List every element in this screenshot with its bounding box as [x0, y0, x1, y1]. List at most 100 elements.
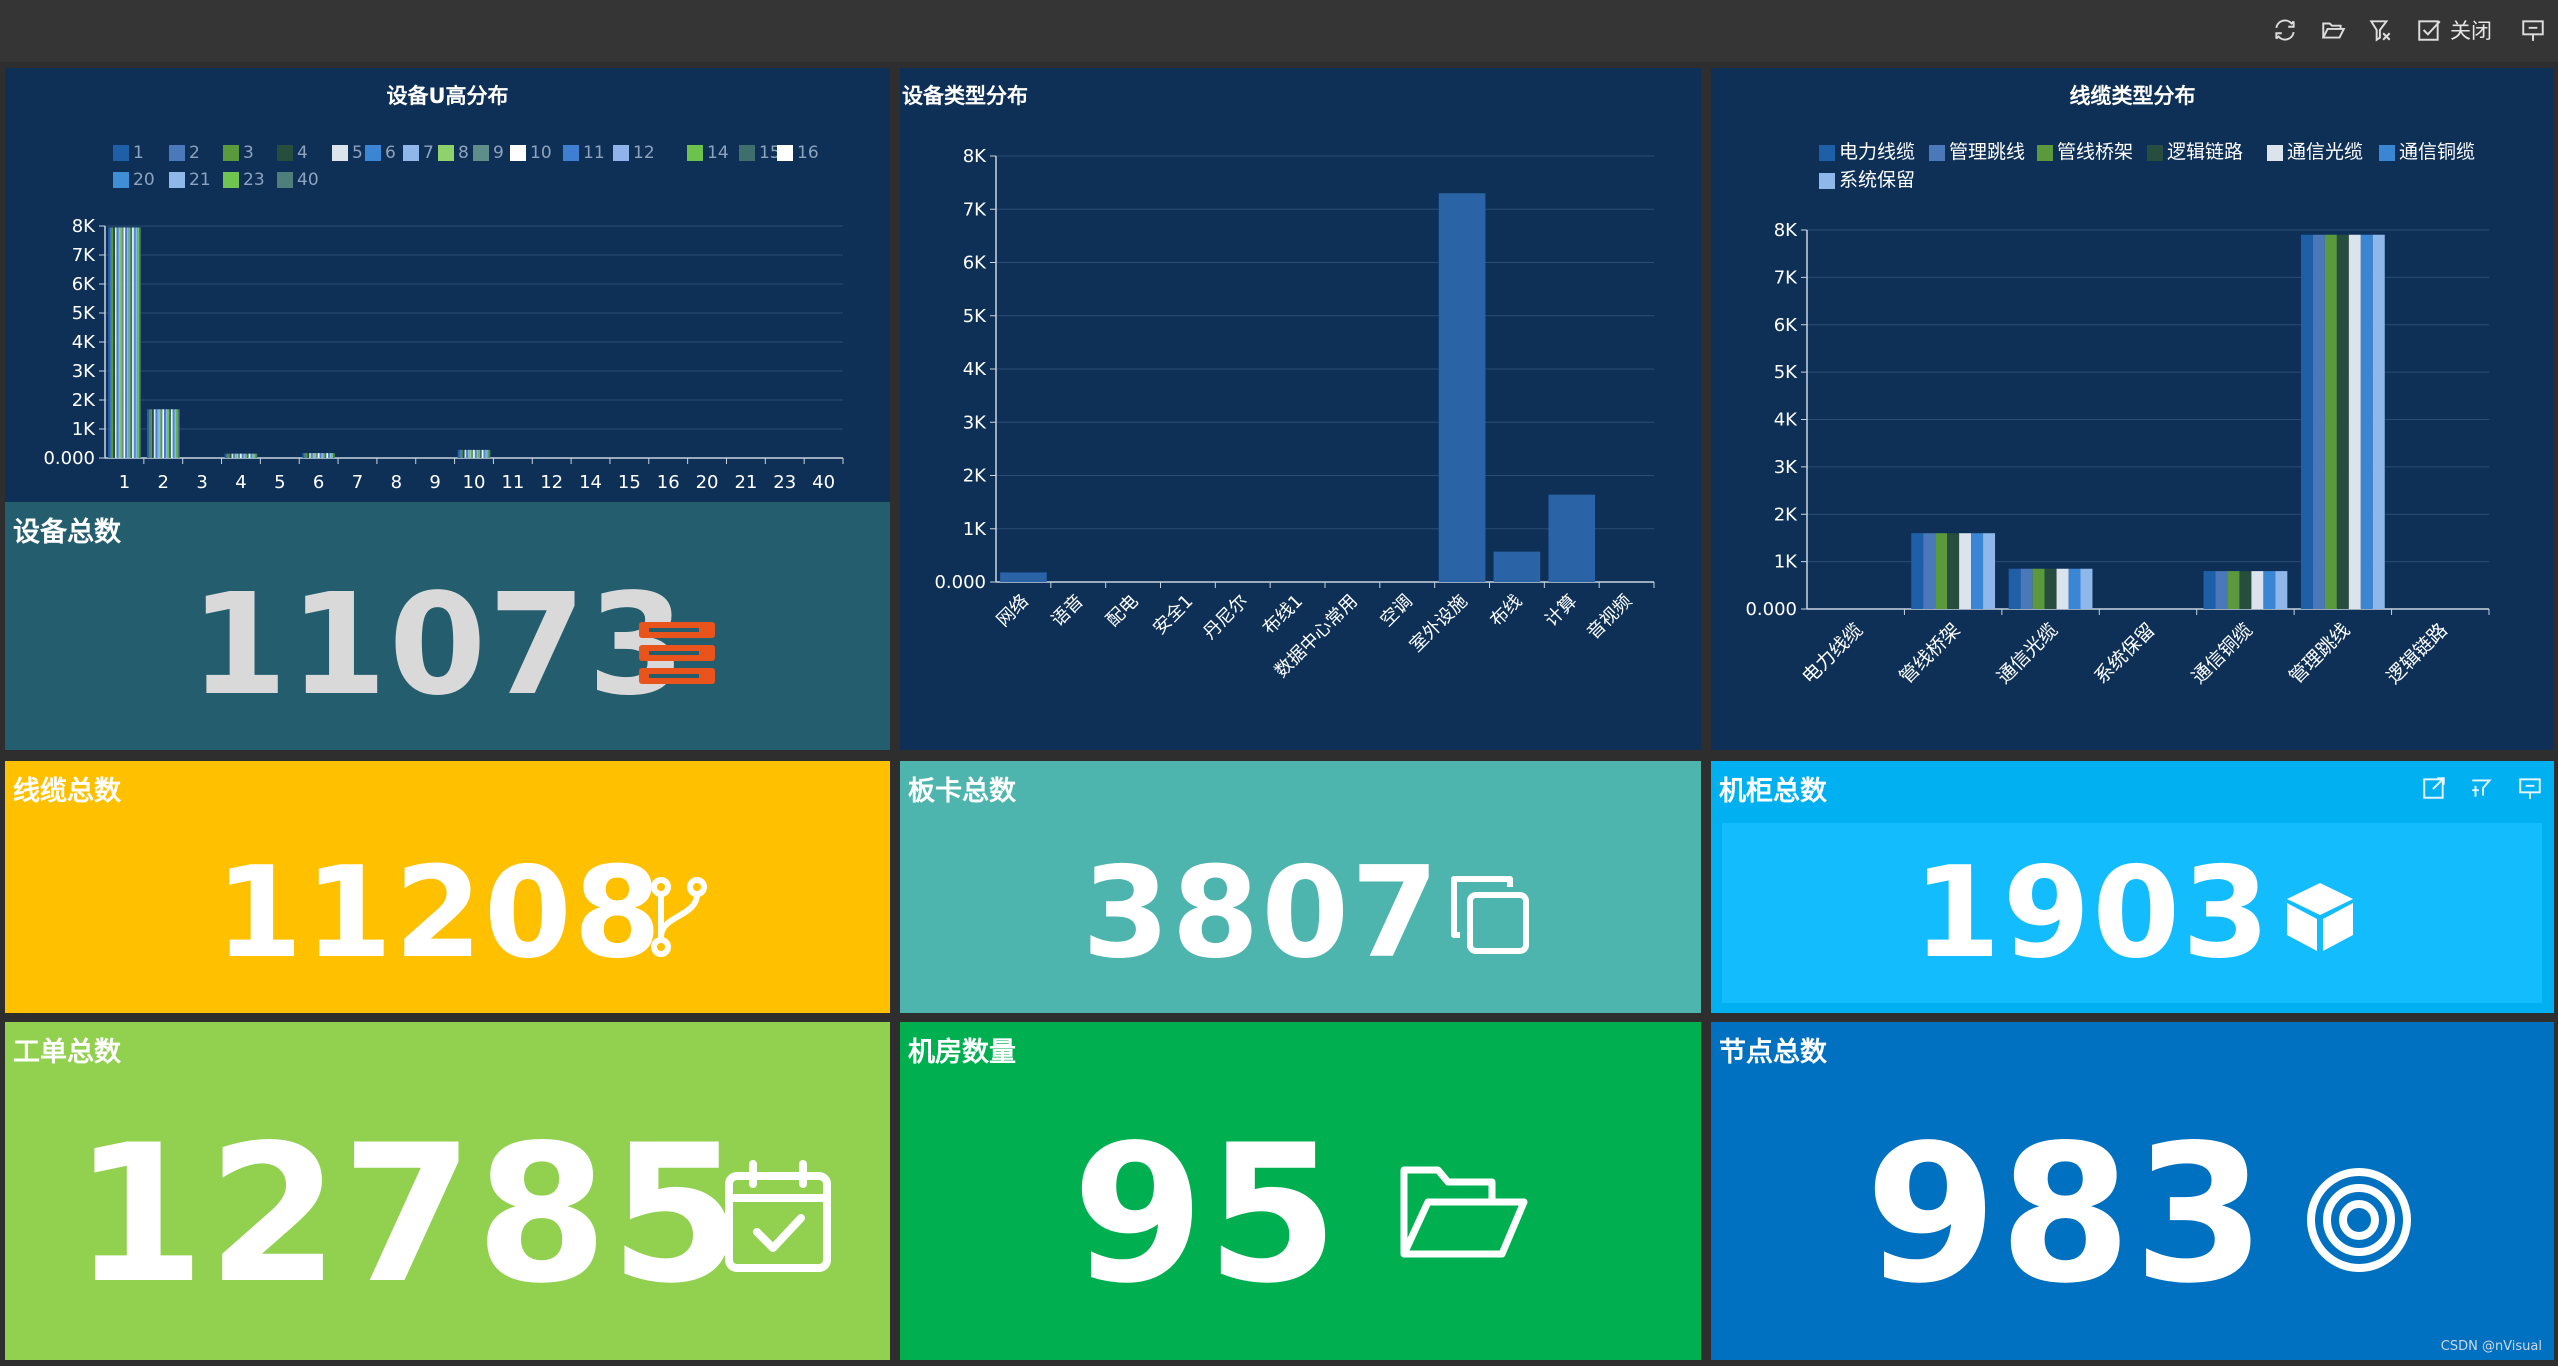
bar	[1983, 533, 1996, 609]
x-tick-label: 12	[540, 472, 563, 493]
refresh-button[interactable]	[2272, 12, 2298, 48]
bar	[316, 453, 318, 458]
card-total-tile[interactable]: 板卡总数 3807	[900, 761, 1701, 1013]
bar-group	[2300, 234, 2385, 610]
bar	[302, 453, 305, 458]
bar	[1971, 533, 1984, 609]
bar	[231, 453, 234, 458]
bar	[118, 227, 121, 458]
y-tick-label: 3K	[963, 412, 987, 433]
device-type-chart-panel: 设备类型分布 0.000 1K 2K 3K 4K 5K 6K 7K 8K 网络 语音 配电 安全1 丹尼尔…	[900, 68, 1701, 750]
bar	[2080, 568, 2093, 609]
close-checkbox-icon	[2418, 20, 2441, 41]
pin-button[interactable]	[2520, 12, 2546, 48]
expand-icon[interactable]	[2421, 775, 2447, 801]
bar	[1947, 533, 1960, 609]
y-tick-label: 1K	[72, 419, 96, 440]
bar	[331, 453, 334, 458]
legend-swatch	[510, 145, 526, 161]
cabinet-total-value: 1903	[1913, 839, 2272, 986]
x-tick-label: 计算	[1541, 591, 1581, 631]
y-tick-label: 2K	[963, 466, 987, 487]
legend-label: 23	[243, 170, 265, 190]
device-total-tile[interactable]: 设备总数 11073	[5, 502, 890, 750]
bar	[329, 453, 332, 458]
y-tick-label: 4K	[1774, 410, 1798, 431]
room-count-tile[interactable]: 机房数量 95	[900, 1022, 1701, 1360]
legend-swatch	[277, 172, 293, 188]
bar	[128, 227, 131, 458]
cube-icon	[2283, 879, 2357, 957]
format-icon[interactable]	[2469, 775, 2495, 801]
bar-group	[2008, 568, 2093, 609]
legend-swatch	[169, 172, 185, 188]
x-tick-label: 11	[501, 472, 524, 493]
legend-label: 2	[189, 143, 200, 163]
legend-label: 通信光缆	[2287, 141, 2363, 163]
bar	[2324, 234, 2337, 610]
node-total-tile[interactable]: 节点总数 983 CSDN @nVisual	[1711, 1022, 2554, 1360]
legend-swatch	[563, 145, 579, 161]
x-tick-label: 2	[158, 472, 169, 493]
legend-swatch	[277, 145, 293, 161]
bar	[162, 409, 165, 458]
y-tick-label: 1K	[1774, 552, 1798, 573]
cabinet-total-tile[interactable]: 机柜总数 1903	[1711, 761, 2554, 1013]
pin-tile-icon[interactable]	[2517, 775, 2543, 801]
bar	[135, 227, 138, 458]
bar	[1911, 533, 1924, 609]
cable-total-tile[interactable]: 线缆总数 11208	[5, 761, 890, 1013]
x-tick-label: 3	[196, 472, 207, 493]
bar	[333, 453, 335, 458]
bar	[328, 453, 330, 458]
y-tick-label: 8K	[72, 216, 96, 237]
legend-swatch	[113, 145, 129, 161]
bar	[469, 449, 472, 458]
y-tick-label: 0.000	[934, 572, 986, 593]
legend-label: 管线桥架	[2057, 141, 2133, 163]
bar	[238, 453, 241, 458]
bar	[113, 227, 115, 458]
bar	[304, 453, 306, 458]
bar	[248, 453, 251, 458]
y-tick-label: 2K	[72, 390, 96, 411]
y-tick-label: 4K	[72, 332, 96, 353]
close-button[interactable]: 关闭	[2416, 12, 2492, 48]
bar	[1548, 494, 1596, 582]
x-tick-label: 配电	[1102, 591, 1142, 631]
x-tick-label: 通信铜缆	[2188, 619, 2257, 688]
clear-filter-button[interactable]	[2368, 12, 2394, 48]
y-tick-label: 8K	[963, 146, 987, 167]
bar	[486, 449, 489, 458]
bar	[467, 449, 470, 458]
bar	[1959, 533, 1972, 609]
room-count-title: 机房数量	[908, 1037, 1016, 1068]
x-tick-label: 9	[429, 472, 440, 493]
calendar-check-icon	[723, 1160, 833, 1278]
bar-group	[1911, 533, 1996, 609]
bar	[459, 449, 462, 458]
x-tick-label: 室外设施	[1406, 591, 1472, 657]
y-tick-label: 0.000	[1745, 599, 1797, 620]
open-button[interactable]	[2320, 12, 2346, 48]
bar	[2251, 571, 2264, 609]
bar	[2239, 571, 2252, 609]
watermark: CSDN @nVisual	[2440, 1339, 2542, 1354]
y-tick-label: 5K	[72, 303, 96, 324]
bar	[466, 449, 468, 458]
x-tick-label: 4	[235, 472, 246, 493]
x-tick-label: 逻辑链路	[2383, 619, 2452, 688]
x-tick-label: 7	[352, 472, 363, 493]
bar	[155, 409, 158, 458]
x-tick-label: 系统保留	[2090, 619, 2159, 688]
y-tick-label: 3K	[72, 361, 96, 382]
bar	[126, 227, 129, 458]
bar	[234, 453, 237, 458]
x-tick-label: 丹尼尔	[1199, 591, 1252, 644]
bar	[2056, 568, 2069, 609]
bar	[2203, 571, 2216, 609]
bar	[120, 227, 122, 458]
workorder-total-title: 工单总数	[13, 1037, 121, 1068]
workorder-total-tile[interactable]: 工单总数 12785	[5, 1022, 890, 1360]
refresh-icon	[2275, 19, 2295, 41]
